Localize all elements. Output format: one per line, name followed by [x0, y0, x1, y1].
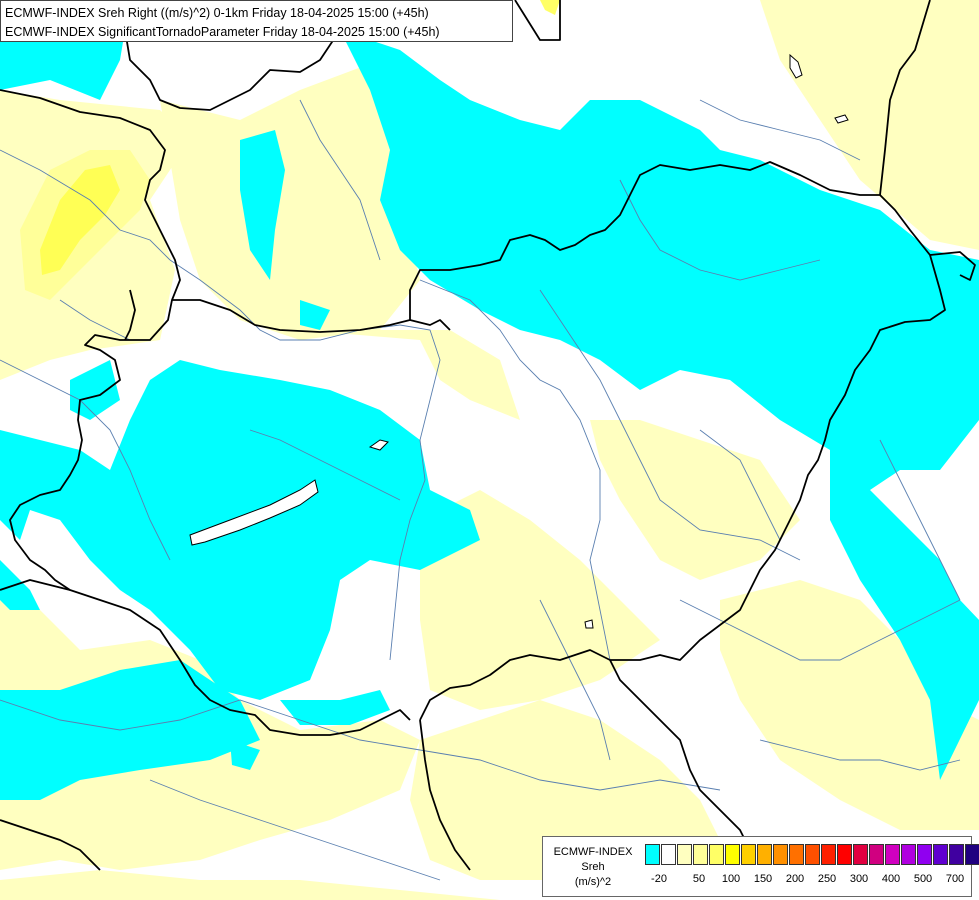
title-line-1: ECMWF-INDEX Sreh Right ((m/s)^2) 0-1km F… — [5, 6, 429, 20]
legend-swatch-19 — [949, 844, 964, 865]
legend-swatch-0 — [645, 844, 660, 865]
legend-tick-label: 300 — [849, 873, 869, 885]
legend-swatch-8 — [773, 844, 788, 865]
legend-swatch-6 — [741, 844, 756, 865]
legend-swatch-3 — [693, 844, 708, 865]
yellow-regions — [20, 0, 560, 300]
legend-swatch-9 — [789, 844, 804, 865]
legend-swatch-7 — [757, 844, 772, 865]
legend-tick-label: -20 — [651, 873, 667, 885]
map-title-box: ECMWF-INDEX Sreh Right ((m/s)^2) 0-1km F… — [0, 0, 513, 42]
legend-swatch-1 — [661, 844, 676, 865]
rivers — [0, 99, 961, 881]
legend-tick-label: 250 — [817, 873, 837, 885]
country-borders — [0, 0, 976, 871]
lakes — [189, 53, 849, 629]
legend-swatch-10 — [805, 844, 820, 865]
legend-swatch-5 — [725, 844, 740, 865]
legend-label-unit: (m/s)^2 — [574, 876, 612, 888]
legend-tick-label: 50 — [692, 873, 706, 885]
legend-swatch-11 — [821, 844, 836, 865]
title-line-2: ECMWF-INDEX SignificantTornadoParameter … — [5, 25, 440, 39]
legend-tick-label: 400 — [881, 873, 901, 885]
legend-tick-label: 200 — [785, 873, 805, 885]
legend-swatch-15 — [885, 844, 900, 865]
legend-swatch-14 — [869, 844, 884, 865]
legend-label-param: Sreh — [581, 861, 605, 873]
legend: ECMWF-INDEX Sreh (m/s)^2 -20 50 100 150 200 2… — [542, 836, 979, 897]
legend-swatch-17 — [917, 844, 932, 865]
legend-tick-label: 100 — [721, 873, 741, 885]
legend-tick-label: 500 — [913, 873, 933, 885]
legend-ticks: -20 50 100 150 200 250 300 400 500 700 — [645, 873, 975, 889]
legend-label-model: ECMWF-INDEX — [553, 846, 633, 858]
legend-swatch-13 — [853, 844, 868, 865]
legend-tick-label: 150 — [753, 873, 773, 885]
legend-swatch-4 — [709, 844, 724, 865]
legend-swatch-18 — [933, 844, 948, 865]
legend-tick-label: 700 — [945, 873, 965, 885]
legend-label: ECMWF-INDEX Sreh (m/s)^2 — [545, 845, 641, 890]
legend-swatch-12 — [837, 844, 852, 865]
legend-swatch-20 — [965, 844, 979, 865]
legend-swatches — [645, 844, 979, 865]
legend-swatch-2 — [677, 844, 692, 865]
legend-swatch-16 — [901, 844, 916, 865]
